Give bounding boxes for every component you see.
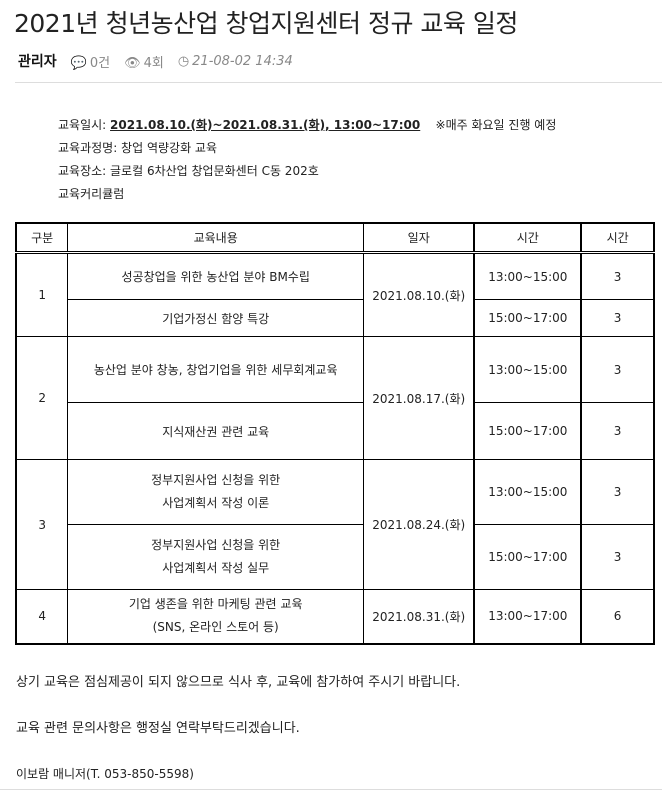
date-label: 교육일시:	[58, 118, 111, 132]
row-date: 2021.08.10.(화)	[363, 252, 476, 337]
row-hours: 3	[580, 299, 655, 337]
schedule-table: 구분 교육내용 일자 시간 시간 1 성공창업을 위한 농산업 분야 BM수립 …	[15, 222, 655, 645]
row-date: 2021.08.31.(화)	[363, 589, 476, 644]
table-row: 기업가정신 함양 특강 15:00~17:00 3	[16, 299, 655, 337]
comment-icon: 💬	[70, 55, 87, 71]
content-line: 정부지원사업 신청을 위한	[151, 538, 281, 552]
table-row: 3 정부지원사업 신청을 위한 사업계획서 작성 이론 2021.08.24.(화…	[15, 459, 655, 590]
row-content: 기업 생존을 위한 마케팅 관련 교육 (SNS, 온라인 스토어 등)	[67, 589, 365, 644]
post-title: 2021년 청년농산업 창업지원센터 정규 교육 일정	[14, 9, 518, 38]
table-row: 4 기업 생존을 위한 마케팅 관련 교육 (SNS, 온라인 스토어 등) 20…	[15, 589, 655, 644]
date-value: 2021.08.10.(화)~2021.08.31.(화), 13:00~17:…	[110, 118, 421, 132]
lunch-note: 상기 교육은 점심제공이 되지 않으므로 식사 후, 교육에 참가하여 주시기 …	[16, 675, 461, 690]
row-time: 15:00~17:00	[473, 524, 583, 590]
table-row: 지식재산권 관련 교육 15:00~17:00 3	[16, 402, 655, 460]
row-hours: 3	[580, 402, 655, 460]
eye-icon: 👁	[124, 55, 141, 71]
row-content: 농산업 분야 창농, 창업기업을 위한 세무회계교육	[67, 336, 365, 403]
content-line: 사업계획서 작성 이론	[162, 496, 270, 510]
post-meta: 관리자 💬 0건 👁 4회 ◷ 21-08-02 14:34	[18, 51, 293, 71]
row-hours: 3	[580, 252, 655, 300]
row-time: 13:00~15:00	[473, 336, 583, 403]
post-date: 21-08-02 14:34	[192, 53, 293, 69]
manager-contact: 이보람 매니저(T. 053-850-5598)	[16, 767, 194, 781]
table-row: 2 농산업 분야 창농, 창업기업을 위한 세무회계교육 2021.08.17.…	[15, 336, 655, 460]
clock-icon: ◷	[177, 53, 190, 69]
row-hours: 6	[580, 589, 655, 644]
row-content: 기업가정신 함양 특강	[67, 299, 365, 337]
row-no: 4	[15, 589, 69, 644]
row-time: 15:00~17:00	[473, 299, 583, 337]
date-note: ※매주 화요일 진행 예정	[435, 118, 557, 132]
row-hours: 3	[580, 459, 655, 525]
table-row: 1 성공창업을 위한 농산업 분야 BM수립 2021.08.10.(화) 13…	[15, 252, 655, 337]
row-hours: 3	[580, 336, 655, 403]
course-place: 교육장소: 글로컬 6차산업 창업문화센터 C동 202호	[58, 164, 319, 178]
comment-count: 0건	[89, 55, 111, 71]
content-line: 사업계획서 작성 실무	[162, 561, 270, 575]
header-content: 교육내용	[67, 222, 365, 254]
row-no: 3	[15, 459, 69, 590]
course-name: 교육과정명: 창업 역량강화 교육	[58, 141, 218, 155]
author: 관리자	[18, 54, 57, 70]
header-time: 시간	[473, 222, 583, 254]
curriculum-label: 교육커리큘럼	[58, 187, 125, 201]
row-no: 2	[15, 336, 69, 460]
divider	[0, 789, 662, 790]
contact-note: 교육 관련 문의사항은 행정실 연락부탁드리겠습니다.	[16, 721, 300, 736]
header-category: 구분	[15, 222, 69, 254]
row-time: 15:00~17:00	[473, 402, 583, 460]
content-line: 정부지원사업 신청을 위한	[151, 473, 281, 487]
course-info: 교육일시: 2021.08.10.(화)~2021.08.31.(화), 13:…	[58, 114, 556, 206]
row-time: 13:00~17:00	[473, 589, 583, 644]
row-date: 2021.08.17.(화)	[363, 336, 476, 460]
row-time: 13:00~15:00	[473, 252, 583, 300]
row-date: 2021.08.24.(화)	[363, 459, 476, 590]
view-count: 4회	[143, 55, 164, 71]
row-time: 13:00~15:00	[473, 459, 583, 525]
row-no: 1	[15, 252, 69, 337]
header-hours: 시간	[580, 222, 655, 254]
row-hours: 3	[580, 524, 655, 590]
row-content: 성공창업을 위한 농산업 분야 BM수립	[67, 252, 365, 300]
row-content: 지식재산권 관련 교육	[67, 402, 365, 460]
divider	[15, 82, 662, 83]
header-date: 일자	[363, 222, 476, 254]
content-line: (SNS, 온라인 스토어 등)	[152, 620, 279, 635]
content-line: 기업 생존을 위한 마케팅 관련 교육	[128, 597, 303, 612]
